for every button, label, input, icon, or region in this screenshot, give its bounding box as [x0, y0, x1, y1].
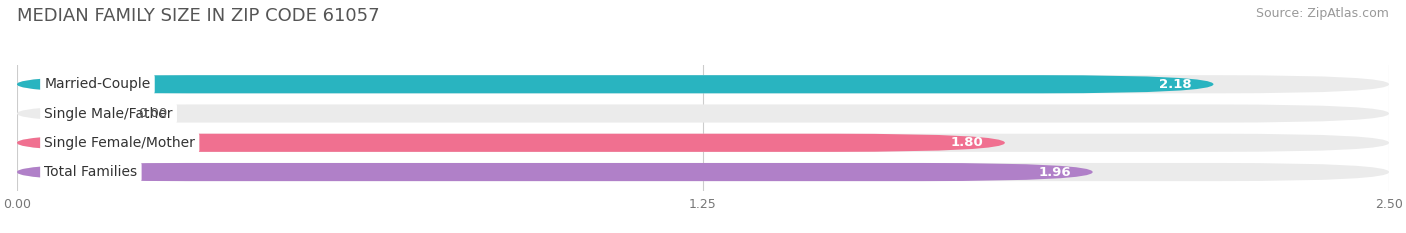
- Text: MEDIAN FAMILY SIZE IN ZIP CODE 61057: MEDIAN FAMILY SIZE IN ZIP CODE 61057: [17, 7, 380, 25]
- FancyBboxPatch shape: [17, 75, 1213, 93]
- FancyBboxPatch shape: [17, 163, 1389, 181]
- Text: Single Male/Father: Single Male/Father: [45, 106, 173, 120]
- Text: 2.18: 2.18: [1159, 78, 1191, 91]
- FancyBboxPatch shape: [17, 134, 1005, 152]
- Text: 0.00: 0.00: [138, 107, 167, 120]
- Text: Total Families: Total Families: [45, 165, 138, 179]
- FancyBboxPatch shape: [17, 75, 1389, 93]
- Text: Source: ZipAtlas.com: Source: ZipAtlas.com: [1256, 7, 1389, 20]
- Text: Single Female/Mother: Single Female/Mother: [45, 136, 195, 150]
- Text: Married-Couple: Married-Couple: [45, 77, 150, 91]
- Text: 1.96: 1.96: [1038, 165, 1071, 178]
- FancyBboxPatch shape: [17, 163, 1092, 181]
- Text: 1.80: 1.80: [950, 136, 983, 149]
- FancyBboxPatch shape: [17, 104, 1389, 123]
- FancyBboxPatch shape: [17, 134, 1389, 152]
